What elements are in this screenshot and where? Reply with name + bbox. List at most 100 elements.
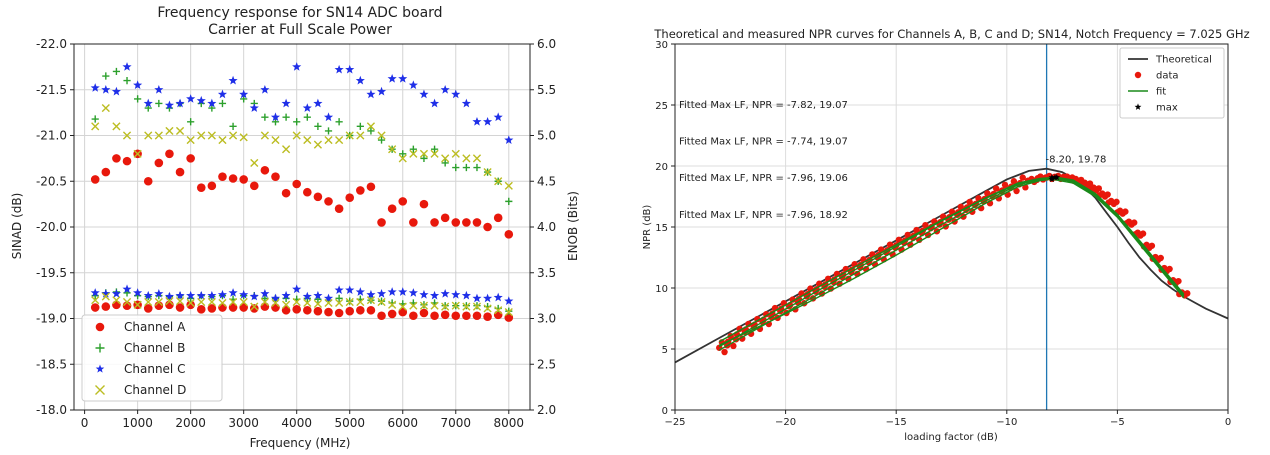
chart1-point-circle [366,305,376,315]
chart1-point-x [250,158,259,168]
chart2-theoretical-curve [674,167,1229,364]
chart2-y-tick-label: 10 [655,284,668,295]
chart1-point-x [504,181,513,190]
chart1-point-circle [218,303,227,312]
chart1-point-circle [143,304,153,313]
chart1-point-x [281,145,291,154]
chart1-point-plus [367,127,375,135]
chart1-point-star [323,293,334,303]
chart1-point-star [249,103,259,112]
chart1-point-star [376,86,387,96]
chart1-point-circle [260,165,270,175]
chart1-point-circle [271,172,280,181]
chart2-data-point [730,342,737,350]
chart1-point-x [122,297,132,307]
chart1-point-x [303,298,312,308]
chart1-y-tick-label: -20.0 [36,220,67,234]
chart2-data-point [966,198,973,206]
chart1-point-plus [399,150,407,158]
chart2-data-point [904,231,911,239]
chart1-point-star [217,89,228,99]
chart1-point-plus [271,118,280,126]
chart1-x-tick-label: 7000 [440,416,471,430]
chart2-data-point [992,185,1000,192]
chart1-point-circle [493,213,503,223]
chart1-point-circle [175,303,185,312]
chart2-legend-label: data [1156,71,1179,82]
chart1-point-x [197,131,206,140]
chart1-point-star [366,89,376,99]
chart2-data-point [1086,180,1094,187]
chart1-point-circle [292,179,301,189]
chart2-fit-annotation: Fitted Max LF, NPR = -7.82, 19.07 [679,100,848,111]
chart1-point-star [122,62,132,71]
chart1-point-star [376,288,387,298]
chart2-x-tick-label: −10 [996,417,1017,428]
npr-chart: Theoretical and measured NPR curves for … [642,27,1250,443]
chart1-point-x [154,131,163,140]
chart1-point-x [430,149,439,158]
chart1-point-x [472,154,482,163]
chart1-point-x [483,168,492,177]
chart1-point-star [366,289,376,299]
chart1-legend-marker [95,385,105,395]
chart2-data-point [922,221,929,229]
chart1-point-star [281,98,291,108]
chart2-data-point [1157,254,1164,262]
chart1-x-tick-label: 1000 [122,416,153,430]
chart1-point-x [441,154,450,163]
chart2-data-point [1013,187,1020,195]
chart1-point-star [419,289,429,299]
chart1-point-x [207,131,216,140]
chart1-point-circle [483,222,492,232]
chart2-x-tick-label: −25 [664,417,685,428]
chart1-point-x [101,292,110,301]
chart1-point-star [207,98,217,108]
chart1-point-circle [440,310,450,320]
chart1-point-star [228,75,238,85]
chart2-max-point [1048,175,1056,183]
chart1-point-star [440,288,450,298]
chart1-point-star [313,98,323,108]
chart1-point-star [292,284,302,294]
chart1-point-circle [143,176,153,186]
chart1-point-star [270,112,281,122]
chart1-point-star [345,285,355,295]
chart1-point-circle [324,197,333,206]
chart2-data-point [747,330,755,337]
chart1-point-x [451,301,460,310]
chart1-point-circle [345,306,355,316]
chart1-point-circle [281,188,291,198]
chart1-point-circle [228,174,238,183]
chart1-point-x [228,297,238,307]
chart2-data-point [1001,181,1009,189]
chart1-point-star [493,292,503,302]
chart1-point-star [186,94,196,103]
chart1-y-tick-label: -21.5 [36,83,67,97]
chart1-legend-marker [95,364,105,373]
chart1-point-star [461,98,471,108]
chart1-point-plus [430,145,439,153]
chart1-point-star [239,289,249,299]
chart1-legend-label: Channel D [124,383,186,397]
chart1-point-plus [208,104,216,112]
chart1-point-star [260,84,270,94]
chart1-point-star [228,288,238,297]
chart1-title: Frequency response for SN14 ADC board [157,5,442,21]
chart1-point-circle [281,305,291,315]
chart1-point-star [355,287,365,296]
chart1-point-star [111,288,121,298]
chart1-point-x [91,122,100,131]
chart1-point-x [260,131,269,140]
chart2-legend-label: max [1156,103,1178,114]
chart1-point-star [90,288,100,297]
chart2-data-point [745,320,752,328]
chart2-data-point [957,203,964,211]
chart1-y2-tick-label: 2.5 [537,357,556,371]
chart1-point-x [112,122,121,131]
chart1-point-x [441,302,450,311]
chart1-point-x [260,297,269,307]
chart1-legend-box [81,314,223,402]
chart1-y-tick-label: -21.0 [36,129,67,143]
chart1-point-circle [303,187,312,197]
